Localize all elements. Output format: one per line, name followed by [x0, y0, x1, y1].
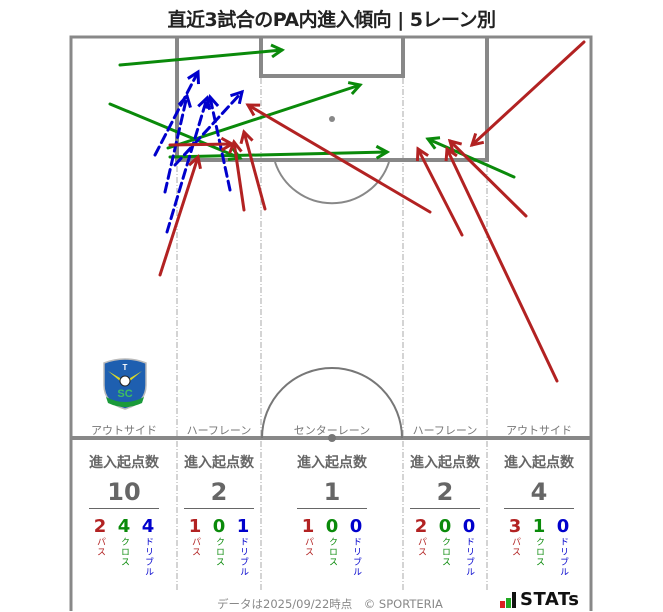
penalty-arc: [274, 161, 390, 205]
pass-label: パス: [95, 537, 105, 557]
cross-count: 1: [532, 516, 546, 537]
penalty-spot: [329, 116, 335, 122]
center-spot: [328, 434, 336, 442]
stat-total: 10: [107, 478, 141, 506]
page-title: 直近3試合のPA内進入傾向 | 5レーン別: [167, 9, 496, 31]
dribble-label: ドリブル: [558, 537, 568, 577]
pass-arrow: [415, 146, 464, 237]
cross-count: 0: [325, 516, 339, 537]
lane-label-halfspace-left: ハーフレーン: [186, 424, 252, 437]
lane-label-halfspace-right: ハーフレーン: [412, 424, 478, 437]
cross-arrow: [118, 43, 286, 67]
lane-label-outside-right: アウトサイド: [506, 424, 572, 437]
cross-arrow: [168, 144, 391, 160]
club-crest-icon: SC T: [103, 358, 147, 410]
lane-stats-outside-left: 進入起点数 10 2 パス 4 クロス 4 ドリブル: [73, 452, 175, 577]
cross-label: クロス: [119, 537, 129, 567]
bar-chart-icon: [500, 591, 516, 608]
dribble-label: ドリブル: [143, 537, 153, 577]
cross-arrow: [108, 102, 243, 162]
pass-count: 2: [414, 516, 428, 537]
lane-stats-halfspace-left: 進入起点数 2 1 パス 0 クロス 1 ドリブル: [178, 452, 260, 577]
pass-count: 3: [508, 516, 522, 537]
pass-label: パス: [510, 537, 520, 557]
svg-text:T: T: [123, 363, 128, 372]
pass-label: パス: [303, 537, 313, 557]
dribble-label: ドリブル: [238, 537, 248, 577]
dribble-count: 0: [349, 516, 363, 537]
dribble-count: 4: [141, 516, 155, 537]
dribble-count: 1: [236, 516, 250, 537]
stat-total: 4: [530, 478, 548, 506]
pass-arrow: [168, 136, 236, 152]
pass-arrow: [444, 146, 559, 383]
dribble-count: 0: [556, 516, 570, 537]
stat-header: 進入起点数: [297, 455, 367, 471]
dribble-label: ドリブル: [464, 537, 474, 577]
lane-stats-center: 進入起点数 1 1 パス 0 クロス 0 ドリブル: [262, 452, 402, 577]
lane-label-center: センターレーン: [293, 424, 371, 437]
divider: [89, 508, 159, 509]
pass-arrow: [447, 138, 528, 218]
stats-logo: STATs: [500, 589, 579, 610]
pass-arrow: [158, 154, 202, 277]
pass-label: パス: [190, 537, 200, 557]
cross-count: 4: [117, 516, 131, 537]
dribble-count: 0: [462, 516, 476, 537]
pass-arrow: [239, 129, 267, 211]
cross-count: 0: [438, 516, 452, 537]
stat-header: 進入起点数: [184, 455, 254, 471]
pass-arrow: [245, 103, 432, 214]
cross-label: クロス: [214, 537, 224, 567]
entry-arrows: [108, 40, 586, 383]
cross-label: クロス: [440, 537, 450, 567]
pass-arrow: [469, 40, 586, 148]
stat-header: 進入起点数: [89, 455, 159, 471]
dribble-arrow: [173, 89, 245, 167]
stat-total: 2: [436, 478, 454, 506]
pitch-border: [69, 35, 593, 611]
cross-arrow: [425, 136, 516, 179]
cross-count: 0: [212, 516, 226, 537]
brand-name: STATs: [520, 589, 580, 610]
center-circle: [261, 367, 403, 439]
lane-stats-halfspace-right: 進入起点数 2 2 パス 0 クロス 0 ドリブル: [404, 452, 486, 577]
data-note: データは2025/09/22時点 © SPORTERIA: [217, 597, 443, 611]
svg-text:SC: SC: [117, 388, 132, 400]
pass-count: 2: [93, 516, 107, 537]
divider: [297, 508, 367, 509]
dribble-arrow: [153, 69, 200, 157]
lane-label-outside-left: アウトサイド: [91, 424, 157, 437]
goal-area: [259, 37, 405, 78]
penalty-area: [175, 37, 489, 162]
pass-count: 1: [301, 516, 315, 537]
stat-header: 進入起点数: [410, 455, 480, 471]
pass-label: パス: [416, 537, 426, 557]
lane-dividers: [176, 78, 488, 590]
divider: [504, 508, 574, 509]
dribble-label: ドリブル: [351, 537, 361, 577]
divider: [410, 508, 480, 509]
lane-stats-outside-right: 進入起点数 4 3 パス 1 クロス 0 ドリブル: [488, 452, 590, 577]
cross-label: クロス: [327, 537, 337, 567]
pass-count: 1: [188, 516, 202, 537]
divider: [184, 508, 254, 509]
stat-header: 進入起点数: [504, 455, 574, 471]
stat-total: 2: [210, 478, 228, 506]
cross-label: クロス: [534, 537, 544, 567]
pass-arrow: [228, 139, 246, 212]
dribble-arrow: [165, 95, 212, 234]
stat-total: 1: [323, 478, 341, 506]
